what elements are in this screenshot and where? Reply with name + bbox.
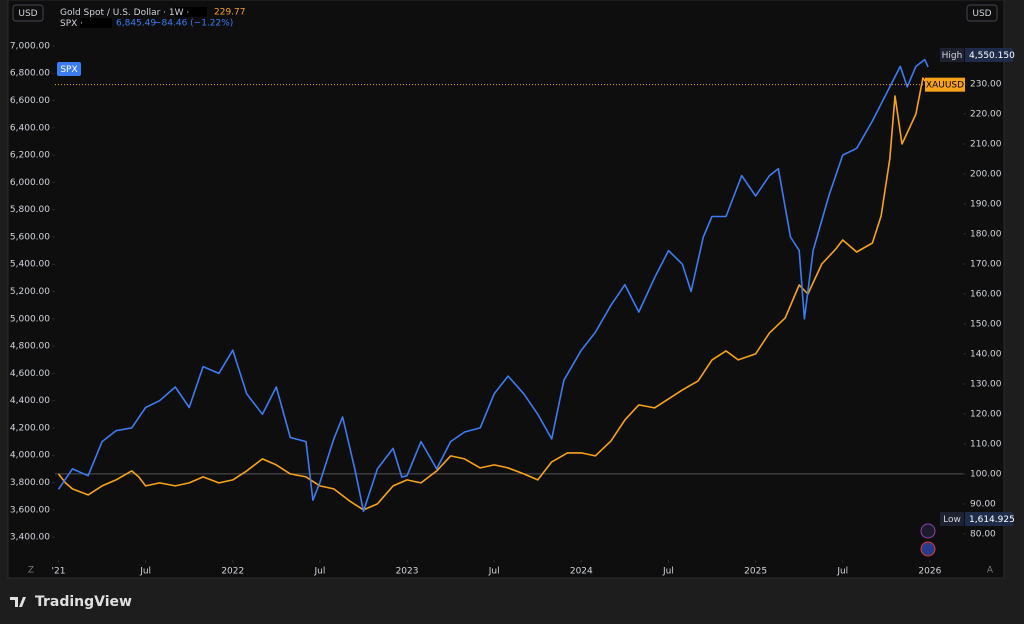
high-label: High: [942, 51, 963, 61]
y-tick-label: 4,000.00: [10, 451, 50, 461]
y2-tick-label: 140.00: [970, 349, 1002, 359]
y-tick-label: 3,800.00: [10, 478, 50, 488]
y2-tick-label: 200.00: [970, 169, 1002, 179]
event-icon[interactable]: [920, 523, 936, 539]
currency-left[interactable]: USD: [18, 9, 37, 19]
high-value: 4,550.150: [969, 51, 1015, 61]
x-tick-label: 2025: [744, 567, 767, 577]
y-tick-label: 5,200.00: [10, 287, 50, 297]
series-tag-bg: [925, 77, 965, 92]
chart-panel: [7, 0, 1005, 579]
y2-tick-label: 180.00: [970, 229, 1002, 239]
y2-tick-label: 120.00: [970, 409, 1002, 419]
y-tick-label: 5,400.00: [10, 260, 50, 270]
price-label-bg: [940, 512, 964, 526]
y-tick-label: 5,000.00: [10, 314, 50, 324]
y-tick-label: 7,000.00: [10, 41, 50, 51]
currency-button[interactable]: [966, 4, 998, 22]
y2-tick-label: 160.00: [970, 289, 1002, 299]
x-tick-label: Jul: [662, 567, 674, 577]
legend-part: Gold Spot / U.S. Dollar: [60, 8, 161, 18]
y-tick-label: 6,400.00: [10, 123, 50, 133]
legend-spx-change: −84.46 (−1.22%): [154, 19, 233, 29]
redaction: [80, 18, 112, 28]
legend-gold: Gold Spot / U.S. Dollar · 1W ·: [60, 8, 189, 18]
y-tick-label: 6,600.00: [10, 96, 50, 106]
legend-spx: SPX ·: [60, 19, 83, 29]
currency-right[interactable]: USD: [972, 9, 991, 19]
price-label-bg: [965, 48, 1013, 62]
x-tick-label: Jul: [836, 567, 848, 577]
corner-button[interactable]: A: [987, 566, 994, 576]
price-line: [57, 77, 929, 511]
x-tick-label: 2026: [918, 567, 941, 577]
price-label-bg: [965, 512, 1013, 526]
y2-tick-label: 130.00: [970, 379, 1002, 389]
x-tick-label: Jul: [488, 567, 500, 577]
y2-tick-label: 90.00: [970, 499, 996, 509]
brand: TradingView: [35, 594, 132, 610]
flag-icon[interactable]: [920, 541, 936, 557]
y2-tick-label: 190.00: [970, 199, 1002, 209]
y2-tick-label: 150.00: [970, 319, 1002, 329]
logo-mark: [10, 597, 26, 607]
x-tick-label: '21: [52, 567, 66, 577]
y2-tick-label: 170.00: [970, 259, 1002, 269]
legend-part: SPX: [60, 19, 77, 29]
y2-tick-label: 230.00: [970, 79, 1002, 89]
redaction: [175, 7, 207, 17]
y-tick-label: 6,800.00: [10, 69, 50, 79]
y-tick-label: 5,600.00: [10, 232, 50, 242]
low-label: Low: [943, 515, 961, 525]
y-tick-label: 6,000.00: [10, 178, 50, 188]
legend-part: 1W: [169, 8, 184, 18]
series-tag: XAUUSD: [926, 81, 964, 91]
y-tick-label: 6,200.00: [10, 151, 50, 161]
legend-spx-value: 6,845.49: [116, 19, 156, 29]
series-tag: SPX: [60, 65, 77, 75]
x-tick-label: 2022: [221, 567, 244, 577]
y2-tick-label: 100.00: [970, 469, 1002, 479]
x-tick-label: 2023: [396, 567, 419, 577]
y2-tick-label: 210.00: [970, 139, 1002, 149]
y-tick-label: 4,600.00: [10, 369, 50, 379]
y-tick-label: 4,200.00: [10, 423, 50, 433]
y-tick-label: 4,800.00: [10, 342, 50, 352]
logo: [10, 597, 26, 607]
y-tick-label: 3,400.00: [10, 533, 50, 543]
price-label-bg: [940, 48, 964, 62]
x-tick-label: Jul: [139, 567, 151, 577]
price-line: [57, 58, 929, 512]
legend-gold-value: 229.77: [214, 8, 246, 18]
y2-tick-label: 80.00: [970, 529, 996, 539]
y-tick-label: 4,400.00: [10, 396, 50, 406]
x-tick-label: 2024: [570, 567, 593, 577]
y2-tick-label: 110.00: [970, 439, 1002, 449]
x-tick-label: Jul: [313, 567, 325, 577]
corner-button[interactable]: Z: [28, 566, 34, 576]
y2-tick-label: 220.00: [970, 109, 1002, 119]
low-value: 1,614.925: [969, 515, 1015, 525]
currency-button[interactable]: [12, 4, 44, 22]
y-tick-label: 3,600.00: [10, 505, 50, 515]
series-tag-bg: [57, 62, 81, 76]
y-tick-label: 5,800.00: [10, 205, 50, 215]
